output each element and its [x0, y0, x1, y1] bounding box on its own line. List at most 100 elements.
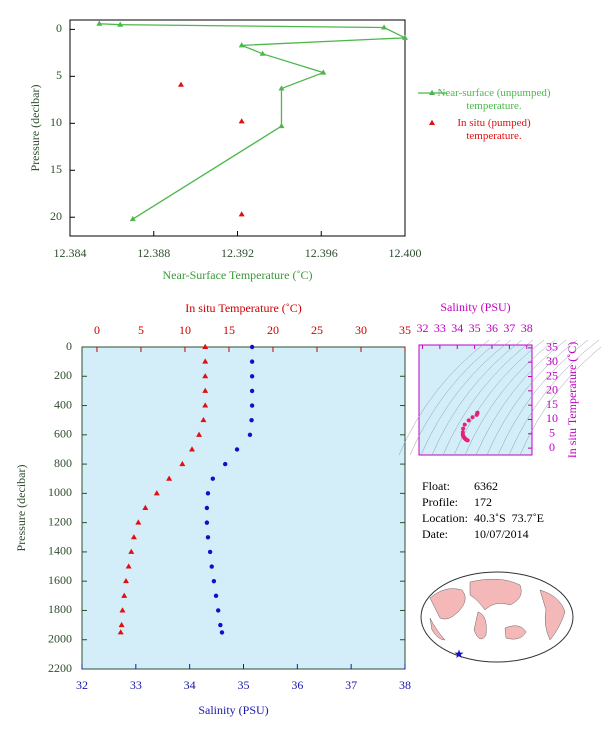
plot-area — [418, 344, 533, 456]
density-contour — [453, 339, 545, 456]
point — [117, 21, 124, 27]
point — [179, 460, 186, 467]
point — [222, 461, 228, 467]
y-tick-label: 10 — [546, 411, 558, 425]
point — [125, 563, 132, 569]
x-tick-label: 35 — [469, 321, 481, 335]
point — [202, 387, 209, 393]
point — [202, 402, 209, 408]
x2-tick-label: 0 — [94, 323, 100, 337]
point — [213, 593, 219, 599]
point — [249, 374, 255, 379]
axis-label: Near-Surface Temperature (˚C) — [163, 268, 313, 282]
x-tick-label: 38 — [521, 321, 533, 335]
point — [196, 431, 203, 437]
plot-area — [81, 346, 406, 670]
density-contour — [420, 339, 512, 456]
y-tick-label: 30 — [546, 354, 558, 368]
point — [249, 344, 255, 350]
info-label: Profile: — [422, 495, 458, 509]
point — [219, 630, 225, 635]
x-tick-label: 32 — [416, 321, 428, 335]
x-tick-label: 12.384 — [54, 246, 87, 260]
ts-point — [474, 412, 479, 417]
point — [402, 34, 408, 40]
point — [249, 388, 255, 394]
y-tick-label: 0 — [549, 440, 555, 454]
y-tick-label: 1000 — [48, 485, 72, 499]
point — [96, 20, 103, 26]
x-tick-label: 33 — [434, 321, 446, 335]
point — [211, 578, 217, 584]
axis-label: Pressure (decibar) — [28, 85, 42, 172]
point — [117, 629, 124, 635]
point — [153, 490, 160, 496]
y-tick-label: 2200 — [48, 661, 72, 675]
x-tick-label: 36 — [486, 321, 498, 335]
info-label: Date: — [422, 527, 448, 541]
point — [249, 403, 255, 408]
density-contour — [409, 339, 501, 456]
info-value: 40.3˚S 73.7˚E — [474, 511, 544, 525]
legend-label: In situ (pumped) temperature. — [457, 117, 531, 142]
x2-tick-label: 25 — [311, 323, 323, 337]
point — [130, 534, 137, 540]
axis-label: Salinity (PSU) — [440, 300, 510, 314]
ts-point — [470, 415, 475, 420]
y-tick-label: 1800 — [48, 602, 72, 616]
axis-label: In situ Temperature (˚C) — [565, 342, 579, 459]
ts-point — [465, 438, 470, 443]
point — [202, 373, 209, 379]
x-tick-label: 12.400 — [389, 246, 422, 260]
y-tick-label: 1600 — [48, 573, 72, 587]
world-map: ★ — [420, 571, 574, 663]
info-value: 172 — [474, 495, 492, 509]
y-tick-label: 1200 — [48, 514, 72, 528]
y-tick-label: 25 — [546, 368, 558, 382]
info-label: Float: — [422, 479, 450, 493]
x2-tick-label: 15 — [223, 323, 235, 337]
point — [215, 608, 221, 613]
point — [210, 476, 216, 481]
point — [129, 215, 136, 222]
point — [259, 50, 266, 56]
density-contour — [519, 346, 601, 456]
y-tick-label: 200 — [54, 368, 72, 382]
point — [177, 81, 184, 87]
density-contour — [486, 339, 578, 456]
axis-label: Salinity (PSU) — [198, 703, 268, 717]
point — [207, 549, 213, 555]
y-tick-label: 0 — [56, 21, 62, 35]
point — [119, 607, 126, 613]
point — [218, 622, 223, 628]
point — [238, 42, 245, 48]
y-tick-label: 20 — [50, 209, 62, 223]
y-tick-label: 400 — [54, 397, 72, 411]
point — [121, 592, 128, 598]
x-tick-label: 12.396 — [305, 246, 338, 260]
info-value: 6362 — [474, 479, 498, 493]
point — [202, 358, 209, 364]
y-tick-label: 5 — [56, 68, 62, 82]
point — [278, 85, 285, 91]
axis-label: Pressure (decibar) — [14, 465, 28, 552]
x-tick-label: 32 — [76, 678, 88, 692]
density-contour — [508, 339, 600, 456]
point — [135, 519, 142, 525]
point — [204, 505, 210, 511]
y-tick-label: 2000 — [48, 631, 72, 645]
svg-text:★: ★ — [454, 647, 465, 661]
point — [202, 343, 209, 349]
x-tick-label: 36 — [291, 678, 303, 692]
x-tick-label: 12.388 — [137, 246, 170, 260]
point — [205, 491, 211, 496]
density-contour — [464, 339, 556, 456]
point — [128, 548, 135, 554]
point — [209, 564, 214, 569]
point — [238, 118, 245, 124]
point — [238, 211, 245, 217]
ts-point — [462, 422, 467, 427]
y-tick-label: 35 — [546, 340, 558, 354]
point — [278, 122, 285, 129]
